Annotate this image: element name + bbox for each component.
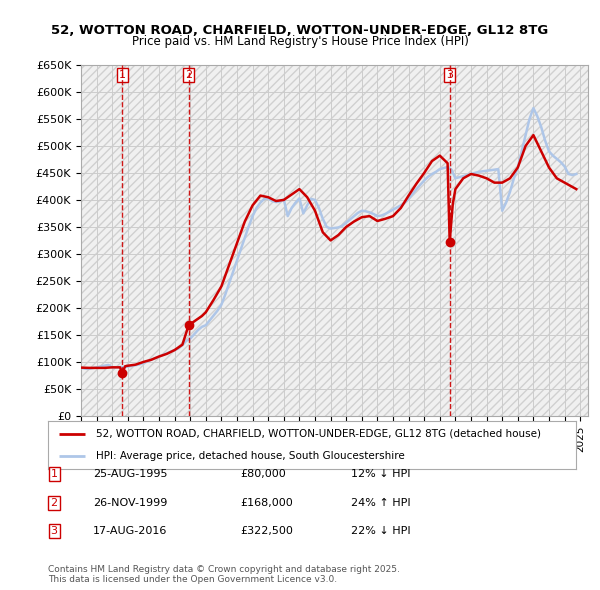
Text: 24% ↑ HPI: 24% ↑ HPI: [351, 498, 410, 507]
Text: 2: 2: [185, 70, 192, 80]
Text: 3: 3: [446, 70, 453, 80]
Text: £80,000: £80,000: [240, 470, 286, 479]
Text: 2: 2: [50, 498, 58, 507]
Text: 52, WOTTON ROAD, CHARFIELD, WOTTON-UNDER-EDGE, GL12 8TG (detached house): 52, WOTTON ROAD, CHARFIELD, WOTTON-UNDER…: [95, 429, 541, 439]
Text: 17-AUG-2016: 17-AUG-2016: [93, 526, 167, 536]
Text: 22% ↓ HPI: 22% ↓ HPI: [351, 526, 410, 536]
Text: 3: 3: [50, 526, 58, 536]
Text: 52, WOTTON ROAD, CHARFIELD, WOTTON-UNDER-EDGE, GL12 8TG: 52, WOTTON ROAD, CHARFIELD, WOTTON-UNDER…: [52, 24, 548, 37]
Text: 1: 1: [119, 70, 126, 80]
Text: Contains HM Land Registry data © Crown copyright and database right 2025.
This d: Contains HM Land Registry data © Crown c…: [48, 565, 400, 584]
Text: 25-AUG-1995: 25-AUG-1995: [93, 470, 167, 479]
Text: 12% ↓ HPI: 12% ↓ HPI: [351, 470, 410, 479]
Text: Price paid vs. HM Land Registry's House Price Index (HPI): Price paid vs. HM Land Registry's House …: [131, 35, 469, 48]
Text: 26-NOV-1999: 26-NOV-1999: [93, 498, 167, 507]
Text: HPI: Average price, detached house, South Gloucestershire: HPI: Average price, detached house, Sout…: [95, 451, 404, 461]
Text: £168,000: £168,000: [240, 498, 293, 507]
Text: £322,500: £322,500: [240, 526, 293, 536]
Text: 1: 1: [50, 470, 58, 479]
